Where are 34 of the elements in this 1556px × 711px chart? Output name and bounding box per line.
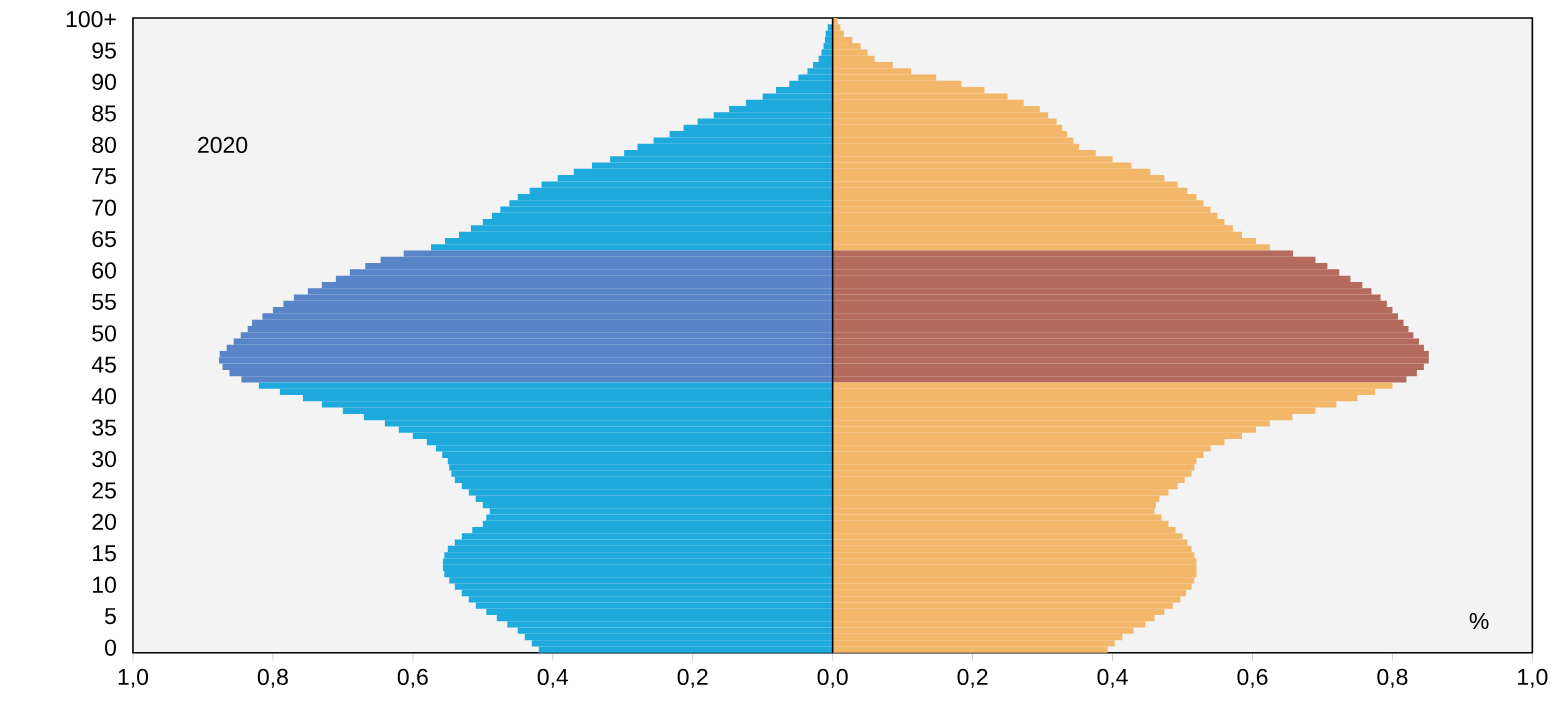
x-tick-label: 0,8 xyxy=(257,668,288,688)
y-tick-label: 20 xyxy=(92,513,116,531)
x-tick-label: 1,0 xyxy=(118,668,149,688)
y-tick-label: 65 xyxy=(92,231,116,248)
x-tick-label: 0,2 xyxy=(957,668,988,688)
y-tick-label: 75 xyxy=(92,168,116,185)
y-tick-label: 95 xyxy=(92,42,116,59)
y-tick-label: 30 xyxy=(92,451,116,468)
x-tick-label: 0,6 xyxy=(397,668,428,688)
y-tick-label: 70 xyxy=(92,199,116,216)
y-tick-label: 0 xyxy=(105,639,116,656)
y-tick-label: 35 xyxy=(92,419,116,436)
y-tick-label: 85 xyxy=(92,105,116,122)
x-tick-label: 0,8 xyxy=(1377,668,1408,688)
y-tick-label: 5 xyxy=(105,608,116,625)
annotation: 2020 xyxy=(198,136,248,154)
y-tick-label: 90 xyxy=(92,73,116,91)
y-tick-label: 40 xyxy=(91,388,116,405)
y-tick-label: 80 xyxy=(92,136,116,154)
y-tick-label: 25 xyxy=(92,482,116,499)
x-tick-label: 0,2 xyxy=(677,668,708,688)
x-tick-label: 0,4 xyxy=(1097,668,1128,688)
x-tick-label: 1,0 xyxy=(1518,668,1548,688)
y-tick-label: 55 xyxy=(92,294,116,311)
y-tick-label: 50 xyxy=(92,325,116,342)
x-tick-label: 0,6 xyxy=(1237,668,1268,688)
y-tick-label: 15 xyxy=(93,545,116,562)
x-tick-label: 0,0 xyxy=(817,668,848,688)
y-tick-label: 60 xyxy=(92,262,116,279)
y-tick-label: 10 xyxy=(93,576,116,594)
y-tick-label: 100+ xyxy=(66,11,116,28)
y-tick-label: 45 xyxy=(91,356,116,373)
annotation: % xyxy=(1469,613,1489,630)
x-tick-label: 0,4 xyxy=(537,668,569,688)
